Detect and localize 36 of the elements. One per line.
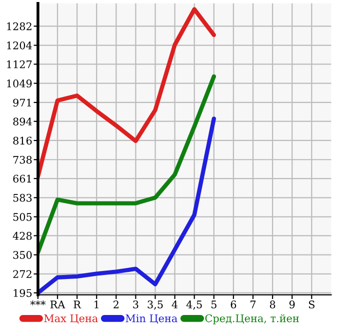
y-tick-label: 738: [13, 156, 32, 164]
y-tick-label: 505: [13, 213, 32, 221]
x-tick-label: 9: [289, 300, 295, 308]
line-series: [38, 74, 216, 254]
y-tick-label: 428: [12, 232, 32, 240]
y-tick-label: 894: [13, 118, 32, 126]
x-tick-label: 7: [250, 300, 256, 308]
legend-label: Сред.Цена, т.йен: [205, 314, 299, 324]
y-tick-label: 1049: [7, 80, 32, 88]
x-tick-label: 2: [114, 300, 118, 308]
x-tick-label: 6: [230, 300, 236, 308]
x-tick-label: 3: [133, 300, 138, 308]
y-tick-label: 583: [13, 194, 32, 202]
legend-label: Max Цена: [44, 314, 98, 324]
x-tick-label: S: [308, 300, 314, 308]
legend-label: Min Цена: [126, 314, 178, 324]
x-tick-label: 3,5: [148, 300, 163, 310]
y-tick-label: 1204: [7, 42, 32, 50]
x-tick-label: R: [74, 300, 82, 308]
line-series: [38, 7, 216, 179]
line-series: [38, 116, 216, 295]
y-tick-label: 1282: [7, 22, 32, 30]
y-tick-label: 816: [13, 136, 32, 145]
y-tick-label: 1127: [7, 60, 32, 68]
y-tick-label: 272: [13, 270, 32, 278]
x-tick-label: 8: [270, 300, 276, 308]
x-tick-label: 4,5: [186, 300, 202, 310]
x-tick-label: 1: [94, 300, 98, 308]
y-tick-label: 661: [13, 174, 31, 183]
y-tick-label: 971: [13, 98, 31, 107]
x-tick-label: 4: [172, 300, 178, 308]
y-tick-label: 350: [13, 251, 32, 259]
x-tick-label: 5: [211, 300, 216, 308]
x-tick-label: ***: [30, 300, 46, 306]
y-tick-label: 195: [14, 289, 32, 297]
x-tick-label: RA: [50, 300, 66, 308]
